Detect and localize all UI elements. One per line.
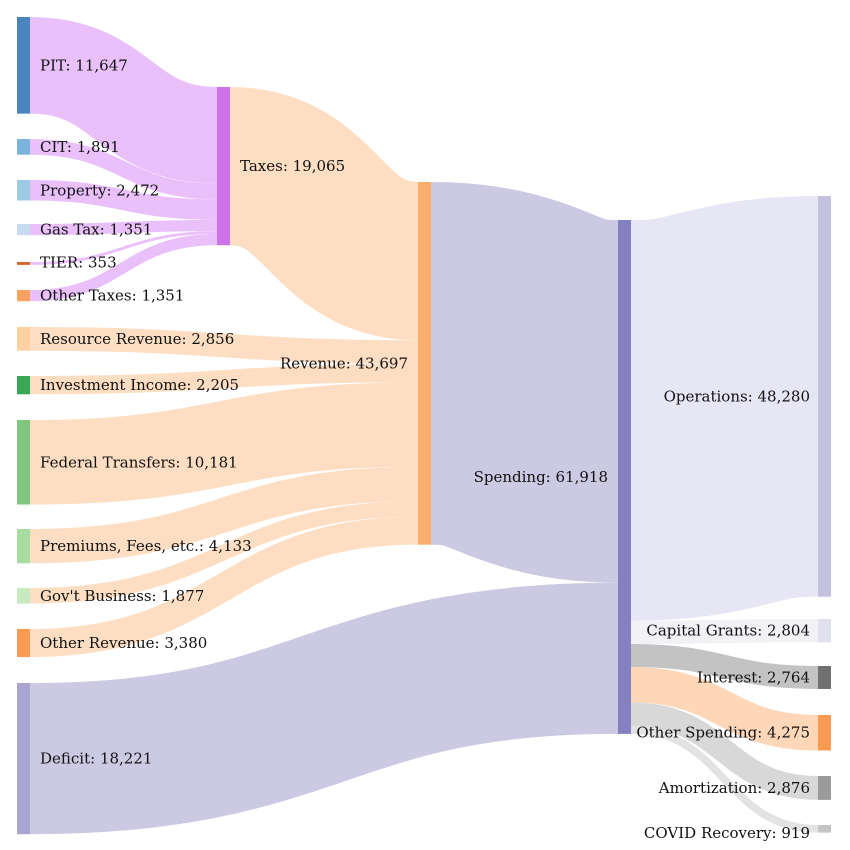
node-label-federal-transfers: Federal Transfers: 10,181 [40, 453, 238, 471]
node-label-resource-revenue: Resource Revenue: 2,856 [40, 330, 234, 348]
node-amortization [818, 776, 831, 800]
link-taxes-to-revenue [225, 87, 423, 341]
node-label-cit: CIT: 1,891 [40, 138, 120, 156]
node-label-other-revenue: Other Revenue: 3,380 [40, 634, 207, 652]
node-property [17, 180, 30, 201]
node-resource-revenue [17, 327, 30, 351]
node-other-taxes [17, 290, 30, 302]
node-label-tier: TIER: 353 [40, 253, 117, 271]
node-label-capital-grants: Capital Grants: 2,804 [646, 622, 810, 640]
link-spending-to-capital_grants [630, 619, 819, 644]
node-federal-transfers [17, 420, 30, 505]
node-label-pit: PIT: 11,647 [40, 56, 128, 74]
link-spending-to-interest [630, 643, 819, 689]
link-premiums_fees-to-revenue [29, 466, 419, 564]
node-label-other-taxes: Other Taxes: 1,351 [40, 287, 184, 305]
link-property-to-taxes [29, 180, 218, 220]
link-deficit-to-spending [29, 582, 619, 835]
link-other_taxes-to-taxes [29, 234, 218, 302]
node-label-taxes: Taxes: 19,065 [240, 157, 345, 175]
link-resource_revenue-to-revenue [29, 326, 419, 364]
node-other-spending [818, 715, 831, 751]
sankey-labels: PIT: 11,647 CIT: 1,891 Property: 2,472 Gas … [40, 56, 810, 841]
link-federal_transfers-to-revenue [29, 382, 419, 505]
link-pit-to-taxes [28, 17, 219, 184]
node-pit [17, 17, 30, 114]
node-premiums-fees [17, 529, 30, 564]
link-cit-to-taxes [29, 139, 218, 200]
node-label-operations: Operations: 48,280 [664, 387, 810, 405]
node-capital-grants [818, 619, 831, 643]
node-label-premiums-fees: Premiums, Fees, etc.: 4,133 [40, 537, 252, 555]
link-spending-to-covid_recovery [630, 726, 819, 833]
node-label-property: Property: 2,472 [40, 181, 159, 199]
link-spending-to-amortization [630, 702, 819, 800]
node-label-govt-business: Gov't Business: 1,877 [40, 587, 204, 605]
node-label-gas-tax: Gas Tax: 1,351 [40, 221, 152, 239]
sankey-links [28, 17, 822, 835]
node-spending [618, 220, 631, 734]
link-gas_tax-to-taxes [29, 219, 218, 236]
link-other_revenue-to-revenue [29, 516, 419, 658]
node-label-covid-recovery: COVID Recovery: 919 [644, 824, 810, 842]
sankey-nodes [17, 17, 831, 835]
link-spending-to-other_spending [630, 666, 819, 751]
link-govt_business-to-revenue [29, 501, 419, 604]
link-spending-to-operations [627, 196, 822, 621]
node-covid-recovery [818, 825, 831, 833]
node-operations [818, 196, 831, 597]
node-label-deficit: Deficit: 18,221 [40, 750, 152, 768]
node-revenue [418, 182, 431, 545]
node-tier [17, 262, 30, 265]
node-interest [818, 666, 831, 689]
node-cit [17, 139, 30, 155]
node-taxes [217, 87, 230, 246]
node-gas-tax [17, 224, 30, 236]
node-label-amortization: Amortization: 2,876 [658, 779, 810, 797]
node-label-spending: Spending: 61,918 [474, 468, 608, 486]
node-label-investment-income: Investment Income: 2,205 [40, 376, 239, 394]
node-label-other-spending: Other Spending: 4,275 [636, 724, 810, 742]
link-investment_income-to-revenue [29, 363, 419, 395]
node-other-revenue [17, 629, 30, 658]
node-label-revenue: Revenue: 43,697 [280, 354, 408, 372]
node-govt-business [17, 588, 30, 604]
node-deficit [17, 683, 30, 835]
node-investment-income [17, 376, 30, 395]
link-tier-to-taxes [29, 231, 218, 265]
node-label-interest: Interest: 2,764 [697, 668, 810, 686]
link-revenue-to-spending [426, 182, 623, 583]
